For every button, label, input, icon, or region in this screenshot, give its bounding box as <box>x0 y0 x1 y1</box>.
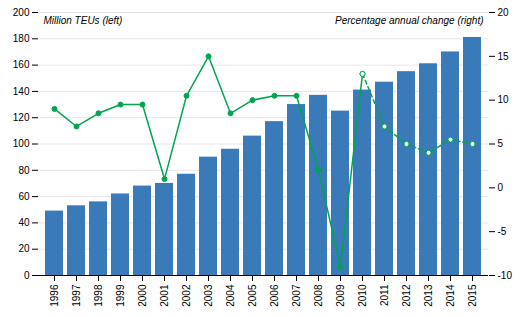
svg-text:0: 0 <box>498 182 504 193</box>
svg-text:80: 80 <box>18 165 30 176</box>
svg-text:2001: 2001 <box>159 284 170 307</box>
svg-text:2002: 2002 <box>181 284 192 307</box>
svg-text:-10: -10 <box>498 270 513 281</box>
svg-text:5: 5 <box>498 138 504 149</box>
svg-text:2015: 2015 <box>467 284 478 307</box>
svg-text:1996: 1996 <box>49 284 60 307</box>
svg-text:2006: 2006 <box>269 284 280 307</box>
svg-text:2007: 2007 <box>291 284 302 307</box>
svg-text:15: 15 <box>498 51 510 62</box>
svg-text:2004: 2004 <box>225 284 236 307</box>
svg-text:60: 60 <box>18 191 30 202</box>
svg-text:40: 40 <box>18 217 30 228</box>
svg-text:100: 100 <box>13 138 30 149</box>
svg-text:20: 20 <box>18 243 30 254</box>
svg-text:2003: 2003 <box>203 284 214 307</box>
svg-text:20: 20 <box>498 7 510 18</box>
svg-text:160: 160 <box>13 59 30 70</box>
svg-text:2008: 2008 <box>313 284 324 307</box>
svg-text:2000: 2000 <box>137 284 148 307</box>
svg-text:-5: -5 <box>498 226 507 237</box>
svg-text:Million TEUs (left): Million TEUs (left) <box>44 15 123 26</box>
svg-text:2009: 2009 <box>335 284 346 307</box>
svg-text:10: 10 <box>498 94 510 105</box>
svg-text:2011: 2011 <box>379 284 390 306</box>
svg-text:Percentage annual change (righ: Percentage annual change (right) <box>335 15 483 26</box>
svg-text:2012: 2012 <box>401 284 412 307</box>
svg-text:2005: 2005 <box>247 284 258 307</box>
svg-text:2013: 2013 <box>423 284 434 307</box>
svg-text:1998: 1998 <box>93 284 104 307</box>
svg-text:140: 140 <box>13 86 30 97</box>
svg-text:1999: 1999 <box>115 284 126 307</box>
svg-text:120: 120 <box>13 112 30 123</box>
svg-text:2014: 2014 <box>445 284 456 307</box>
svg-text:200: 200 <box>13 7 30 18</box>
svg-text:0: 0 <box>24 270 30 281</box>
svg-text:1997: 1997 <box>71 284 82 307</box>
svg-text:180: 180 <box>13 33 30 44</box>
svg-text:2010: 2010 <box>357 284 368 307</box>
